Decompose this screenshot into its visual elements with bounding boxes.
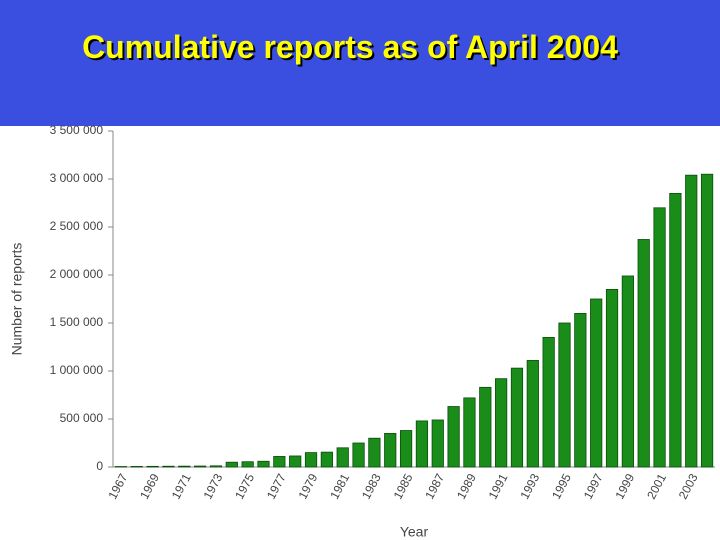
bar [273, 456, 286, 468]
bar [289, 455, 302, 468]
bar [178, 465, 191, 468]
bar [336, 447, 349, 468]
y-tick-label: 1 500 000 [50, 315, 104, 329]
bar [463, 397, 476, 468]
bar [590, 298, 603, 468]
x-tick-label: 1969 [137, 471, 162, 501]
x-tick-label: 2003 [676, 471, 701, 501]
bar [669, 192, 682, 468]
bar [399, 430, 413, 468]
x-tick-label: 1985 [391, 471, 416, 501]
y-tick-label: 500 000 [60, 411, 104, 425]
x-tick-label: 1979 [296, 471, 321, 501]
bar [605, 288, 619, 468]
y-tick-label: 2 500 000 [50, 219, 104, 233]
x-tick-label: 1993 [517, 471, 542, 501]
bar [225, 461, 238, 468]
x-tick-label: 1967 [105, 471, 130, 501]
bar [415, 420, 429, 468]
x-tick-label: 1991 [486, 471, 511, 501]
bar [368, 437, 381, 468]
bar [241, 461, 254, 468]
y-tick-label: 0 [96, 459, 103, 473]
bar [574, 312, 587, 468]
x-tick-label: 1983 [359, 471, 384, 501]
bar [685, 174, 698, 468]
bar [146, 465, 159, 468]
bar [431, 419, 444, 468]
bar [479, 386, 492, 468]
bar [700, 173, 714, 468]
y-tick-label: 1 000 000 [50, 363, 104, 377]
x-tick-label: 1977 [264, 471, 289, 501]
bar [621, 275, 634, 468]
bar [304, 452, 318, 468]
bar [257, 460, 270, 468]
bar [447, 406, 460, 468]
chart-title: Cumulative reports as of April 2004 [82, 29, 618, 65]
bar [542, 336, 555, 468]
header-band [0, 0, 720, 126]
x-tick-label: 2001 [644, 471, 669, 501]
x-tick-label: 1989 [454, 471, 479, 501]
x-tick-label: 1975 [232, 471, 257, 501]
x-tick-label: 1999 [612, 471, 637, 501]
bar [162, 465, 175, 468]
bar [320, 451, 333, 468]
bar [526, 360, 539, 468]
x-tick-label: 1987 [422, 471, 447, 501]
bar [637, 239, 650, 468]
bar [558, 322, 571, 468]
y-tick-label: 3 000 000 [50, 171, 104, 185]
x-tick-label: 1981 [327, 471, 352, 501]
bar [352, 442, 365, 468]
bar [384, 432, 397, 468]
bar [653, 207, 666, 468]
x-tick-label: 1995 [549, 471, 574, 501]
y-tick-label: 2 000 000 [50, 267, 104, 281]
bar [130, 466, 143, 468]
bar [209, 465, 223, 468]
y-tick-label: 3 500 000 [50, 123, 104, 137]
x-tick-label: 1971 [169, 471, 194, 501]
x-tick-label: 1973 [201, 471, 226, 501]
x-tick-label: 1997 [581, 471, 606, 501]
x-axis-label: Year [400, 524, 429, 540]
y-axis-label: Number of reports [9, 243, 25, 356]
bar [510, 367, 524, 468]
bar [495, 378, 508, 468]
bar [194, 465, 207, 468]
